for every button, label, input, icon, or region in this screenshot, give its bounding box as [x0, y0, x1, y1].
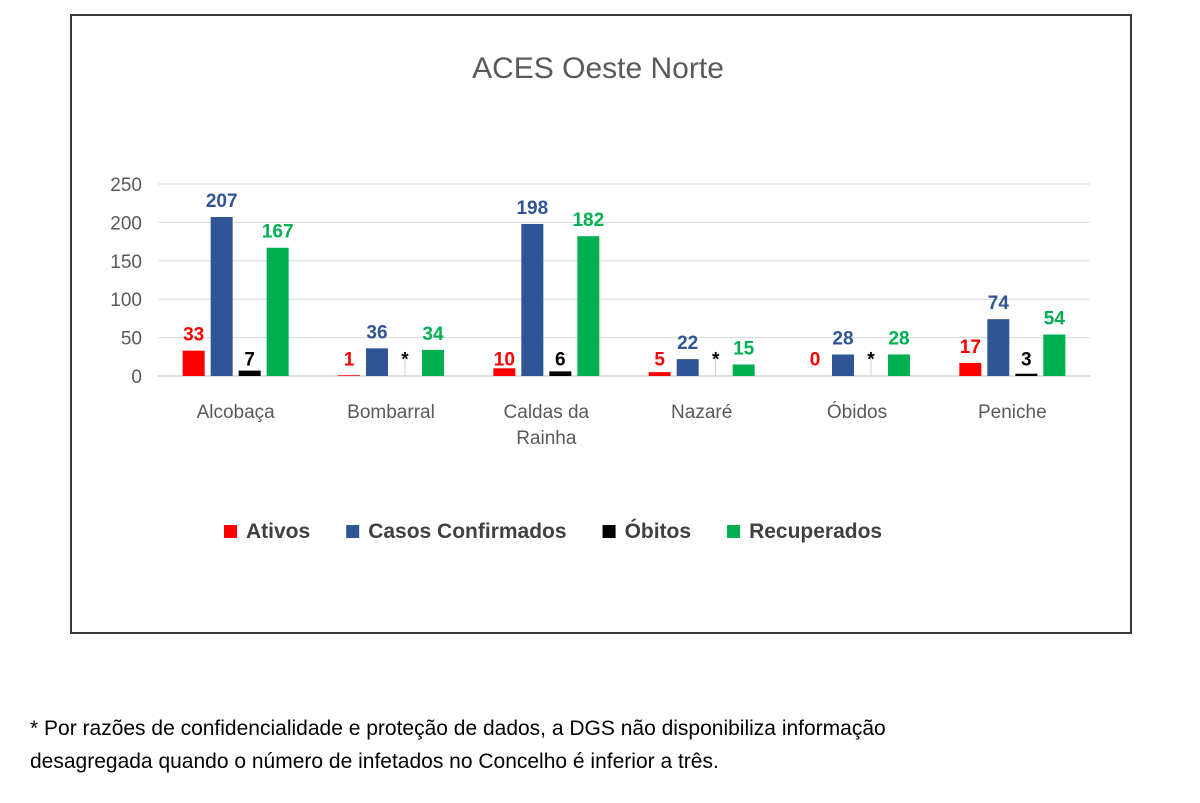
bar	[182, 350, 205, 376]
data-label: 36	[366, 322, 387, 343]
data-label: 33	[183, 325, 204, 346]
data-label: 10	[494, 350, 515, 371]
legend-label: Casos Confirmados	[368, 520, 566, 543]
bar	[1043, 334, 1066, 376]
bar	[577, 236, 600, 376]
y-tick-label: 50	[121, 329, 142, 350]
category-label: Caldas da Rainha	[504, 402, 590, 449]
y-tick-label: 0	[131, 367, 142, 388]
bar	[422, 349, 444, 376]
bar	[987, 319, 1010, 376]
bar	[549, 371, 572, 376]
bar	[676, 359, 699, 376]
data-label: 7	[244, 350, 255, 371]
bar	[888, 354, 910, 376]
data-label: *	[401, 350, 409, 371]
legend-swatch	[727, 525, 741, 538]
legend-swatch	[602, 525, 616, 538]
bar	[521, 223, 544, 376]
y-tick-label: 150	[110, 252, 142, 273]
data-label: 28	[832, 328, 853, 349]
legend-swatch	[224, 525, 237, 538]
data-label: 22	[677, 333, 698, 354]
data-label: 207	[206, 191, 238, 212]
bar	[266, 247, 289, 376]
category-label: Peniche	[978, 402, 1047, 423]
category-label: Nazaré	[671, 402, 732, 423]
bar	[210, 217, 233, 376]
data-label: 28	[888, 328, 909, 349]
y-tick-label: 100	[110, 290, 142, 311]
data-label: *	[712, 350, 720, 371]
bar	[959, 362, 982, 376]
footnote-line-2: desagregada quando o número de infetados…	[30, 750, 719, 773]
data-label: 3	[1021, 350, 1032, 371]
data-label: 0	[810, 350, 821, 371]
chart-title: ACES Oeste Norte	[472, 52, 724, 85]
data-label: 182	[572, 210, 604, 231]
footnote-line-1: * Por razões de confidencialidade e prot…	[30, 717, 886, 740]
data-label: 54	[1044, 309, 1066, 330]
category-label: Bombarral	[347, 402, 435, 423]
data-label: 17	[960, 337, 981, 358]
bar	[338, 375, 360, 376]
legend-label: Recuperados	[749, 520, 882, 543]
data-label: 34	[422, 324, 444, 345]
data-label: 198	[516, 198, 548, 219]
footnote: * Por razões de confidencialidade e prot…	[30, 712, 1180, 778]
y-tick-label: 200	[110, 213, 142, 234]
y-tick-label: 250	[110, 175, 142, 196]
chart-frame: ACES Oeste Norte 0 50 100 150 200 250 33 207 7 1…	[70, 14, 1132, 634]
bar	[832, 354, 854, 376]
bar	[366, 348, 388, 376]
legend-label: Óbitos	[625, 519, 692, 543]
bar	[238, 370, 261, 376]
data-label: 1	[344, 350, 355, 371]
data-label: 5	[654, 350, 665, 371]
data-label: 74	[988, 293, 1010, 314]
data-label: *	[867, 350, 875, 371]
data-label: 15	[733, 338, 755, 359]
category-label: Alcobaça	[197, 402, 276, 423]
bar	[1015, 373, 1038, 376]
legend-label: Ativos	[246, 520, 310, 543]
data-label: 6	[555, 350, 566, 371]
legend-swatch	[346, 525, 360, 538]
category-label: Óbidos	[827, 401, 887, 423]
bar	[732, 364, 755, 376]
bar	[648, 372, 671, 376]
data-label: 167	[262, 222, 294, 243]
bar	[493, 368, 516, 376]
